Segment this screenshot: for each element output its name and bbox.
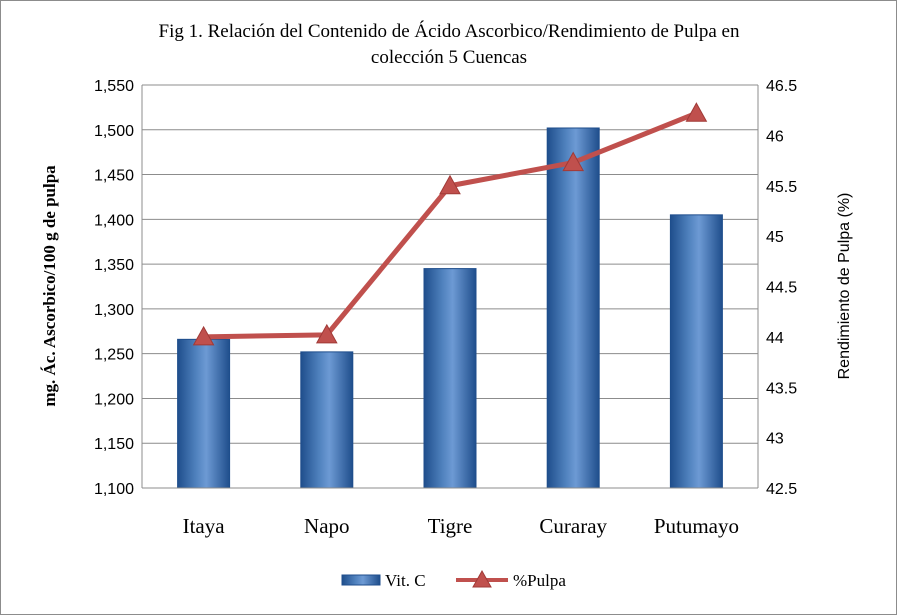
category-label-tigre: Tigre [428,514,473,538]
legend: Vit. C %Pulpa [341,569,566,590]
x-axis-category-labels: Itaya Napo Tigre Curaray Putumayo [183,514,739,538]
left-tick-label: 1,200 [94,391,134,408]
right-tick-label: 43.5 [766,380,797,397]
pulpa-marker-putumayo [685,102,708,122]
right-tick-label: 46 [766,128,784,145]
left-tick-label: 1,450 [94,168,134,185]
pulpa-marker-curaray [562,151,585,172]
left-tick-label: 1,400 [94,212,134,229]
left-tick-label: 1,550 [94,78,134,95]
bar-vit-c-curaray [546,127,600,489]
pulpa-marker-napo [315,323,338,344]
right-tick-label: 45.5 [766,179,797,196]
category-label-napo: Napo [304,514,350,538]
left-tick-label: 1,150 [94,436,134,453]
right-y-axis-label: Rendimiento de Pulpa (%) [836,193,853,380]
category-label-putumayo: Putumayo [654,514,739,538]
pulpa-marker-itaya [192,325,215,346]
right-y-axis-ticks: 42.5 43 43.5 44 44.5 45 45.5 46 46.5 [766,78,797,498]
category-label-itaya: Itaya [183,514,226,538]
left-tick-label: 1,100 [94,481,134,498]
legend-label-vit-c: Vit. C [385,571,426,590]
right-tick-label: 44 [766,330,784,347]
right-tick-label: 46.5 [766,78,797,95]
legend-swatch-vit-c [341,574,381,586]
bar-vit-c-putumayo [669,214,723,489]
right-tick-label: 45 [766,229,784,246]
bar-vit-c-itaya [177,338,231,489]
left-tick-label: 1,350 [94,257,134,274]
right-tick-label: 44.5 [766,280,797,297]
right-tick-label: 43 [766,431,784,448]
left-tick-label: 1,300 [94,302,134,319]
line-series-pulpa [192,102,708,346]
category-label-curaray: Curaray [539,514,607,538]
bar-vit-c-napo [300,351,354,489]
bar-vit-c-tigre [423,268,477,489]
right-tick-label: 42.5 [766,481,797,498]
chart-title-line-1: Fig 1. Relación del Contenido de Ácido A… [159,20,740,42]
left-y-axis-label: mg. Ác. Ascorbico/100 g de pulpa [40,165,59,407]
chart-title: Fig 1. Relación del Contenido de Ácido A… [159,20,740,68]
left-y-axis-ticks: 1,100 1,150 1,200 1,250 1,300 1,350 1,400 1,450… [94,78,134,498]
left-tick-label: 1,500 [94,123,134,140]
legend-swatch-pulpa-marker [472,569,492,588]
left-tick-label: 1,250 [94,347,134,364]
pulpa-marker-tigre [439,174,461,195]
chart-title-line-2: colección 5 Cuencas [371,47,527,68]
axes [141,85,759,489]
legend-label-pulpa: %Pulpa [513,571,566,590]
